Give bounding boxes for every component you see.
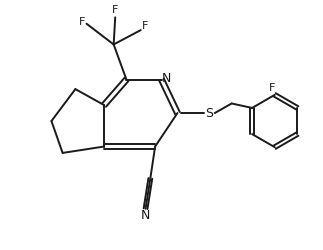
Text: F: F xyxy=(269,83,276,93)
Text: F: F xyxy=(78,17,85,27)
Text: F: F xyxy=(112,5,119,15)
Text: N: N xyxy=(141,209,150,222)
Text: S: S xyxy=(205,106,214,120)
Text: N: N xyxy=(162,72,171,85)
Text: F: F xyxy=(142,21,149,31)
